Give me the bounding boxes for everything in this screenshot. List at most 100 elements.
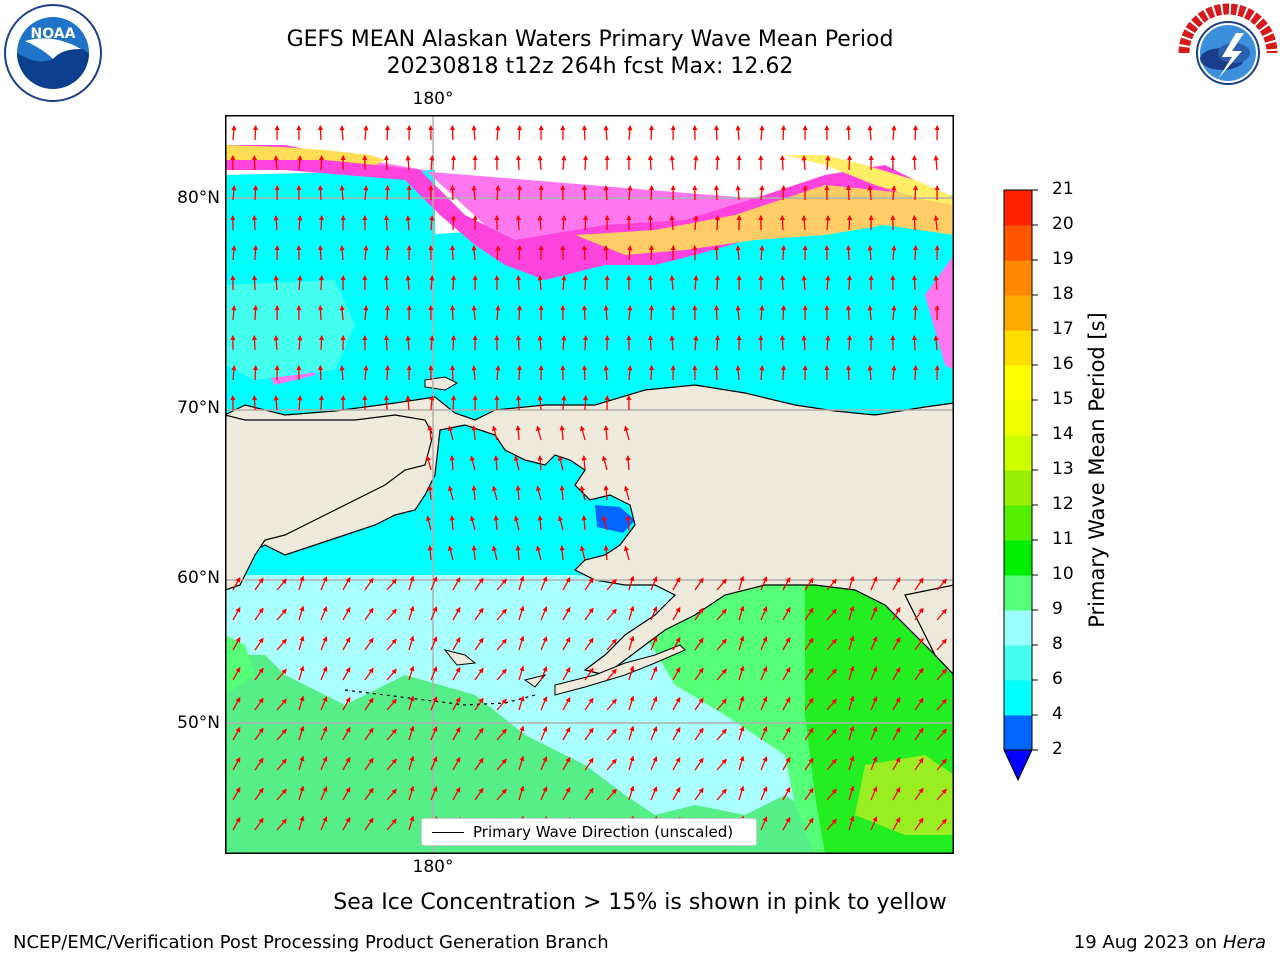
wave-arrow: [867, 305, 873, 321]
wave-arrow: [716, 578, 727, 591]
wave-arrow: [628, 695, 635, 711]
wave-arrow: [912, 124, 919, 141]
wave-arrow: [342, 606, 351, 621]
wave-arrow: [537, 275, 543, 291]
wave-arrow: [408, 725, 415, 741]
wave-arrow: [339, 365, 345, 381]
wave-arrow: [581, 364, 588, 381]
wave-arrow: [537, 215, 543, 231]
wave-arrow: [846, 334, 853, 351]
colorbar-tick-label: 8: [1052, 634, 1063, 654]
wave-arrow: [383, 394, 390, 411]
wave-arrow: [384, 244, 391, 261]
chart-subtitle: 20230818 t12z 264h fcst Max: 12.62: [386, 54, 794, 79]
wave-arrow: [582, 394, 589, 411]
wave-arrow: [231, 305, 237, 321]
wave-arrow: [936, 728, 947, 741]
wave-arrow: [342, 636, 351, 651]
wave-arrow: [540, 786, 548, 801]
colorbar-tick-label: 11: [1052, 529, 1074, 549]
wave-arrow: [386, 818, 397, 831]
wave-arrow: [562, 636, 571, 651]
wave-arrow: [383, 154, 390, 171]
wave-arrow: [342, 756, 351, 771]
wave-arrow: [386, 668, 397, 681]
wave-arrow: [384, 184, 391, 201]
wave-arrow: [672, 666, 681, 681]
wave-arrow: [429, 275, 435, 291]
wave-arrow: [780, 124, 787, 141]
wave-arrow: [513, 515, 520, 531]
wave-arrow: [735, 245, 741, 261]
wave-arrow: [584, 667, 594, 681]
wave-arrow: [603, 185, 609, 201]
wave-arrow: [384, 364, 391, 381]
wave-arrow: [474, 667, 484, 681]
wave-arrow: [760, 756, 768, 771]
wave-arrow: [515, 214, 522, 231]
wave-9-10-band-corner: [225, 635, 255, 695]
wave-arrow: [848, 665, 855, 681]
wave-arrow: [650, 696, 658, 711]
wave-arrow: [231, 185, 237, 201]
wave-arrow: [405, 275, 411, 291]
wave-arrow: [320, 756, 328, 771]
wave-arrow: [648, 364, 655, 381]
wave-arrow: [716, 728, 727, 741]
sea-ice-note: Sea Ice Concentration > 15% is shown in …: [0, 890, 1280, 915]
wave-arrow: [363, 365, 369, 381]
wave-arrow: [559, 545, 565, 561]
colorbar-extend-triangle: [1003, 749, 1033, 782]
wave-arrow: [647, 214, 654, 231]
wave-arrow: [342, 576, 351, 591]
wave-arrow: [936, 638, 947, 651]
wave-arrow: [672, 576, 681, 591]
wave-arrow: [582, 334, 589, 351]
wave-arrow: [845, 184, 852, 201]
wave-arrow: [540, 636, 548, 651]
wave-arrow: [713, 184, 720, 201]
wave-arrow: [386, 728, 397, 741]
machine-name: Hera: [1222, 932, 1266, 953]
wave-arrow: [515, 485, 521, 501]
wave-arrow: [518, 755, 525, 771]
colorbar-segment: [1004, 540, 1032, 576]
wave-arrow: [782, 696, 791, 711]
wave-arrow: [845, 244, 852, 261]
wave-arrow: [694, 667, 704, 681]
wave-arrow: [603, 305, 609, 321]
wave-arrow: [933, 215, 939, 231]
wave-arrow: [320, 726, 328, 741]
wave-arrow: [672, 696, 681, 711]
map-frame: [225, 115, 954, 854]
wave-arrow: [491, 485, 498, 501]
wave-arrow: [254, 637, 264, 651]
wave-arrow: [450, 154, 457, 171]
wave-arrow: [780, 304, 787, 321]
wave-arrow: [779, 334, 786, 351]
wave-arrow: [627, 125, 633, 141]
wave-arrow: [342, 666, 351, 681]
wave-arrow: [449, 244, 456, 261]
date-line: 19 Aug 2023 on Hera: [1074, 932, 1266, 953]
wave-arrow: [914, 787, 924, 801]
wave-arrow: [603, 425, 609, 441]
wave-arrow: [449, 184, 456, 201]
wave-arrow: [561, 335, 567, 351]
wave-arrow: [452, 786, 461, 801]
sea-ice-yellow-north: [785, 155, 954, 205]
noaa-logo: NOAA: [4, 4, 102, 102]
wave-arrow: [449, 124, 456, 141]
wave-arrow: [557, 455, 564, 471]
wave-arrow: [276, 698, 287, 711]
pribilof-island: [523, 674, 547, 688]
wave-arrow: [516, 124, 523, 141]
wave-arrow: [430, 666, 438, 681]
wave-arrow: [782, 816, 791, 831]
wave-arrow: [804, 637, 814, 651]
wave-arrow: [320, 576, 328, 591]
wave-arrow: [408, 665, 415, 681]
wave-arrow: [848, 755, 855, 771]
wave-arrow: [559, 425, 565, 441]
wave-arrow: [669, 335, 675, 351]
